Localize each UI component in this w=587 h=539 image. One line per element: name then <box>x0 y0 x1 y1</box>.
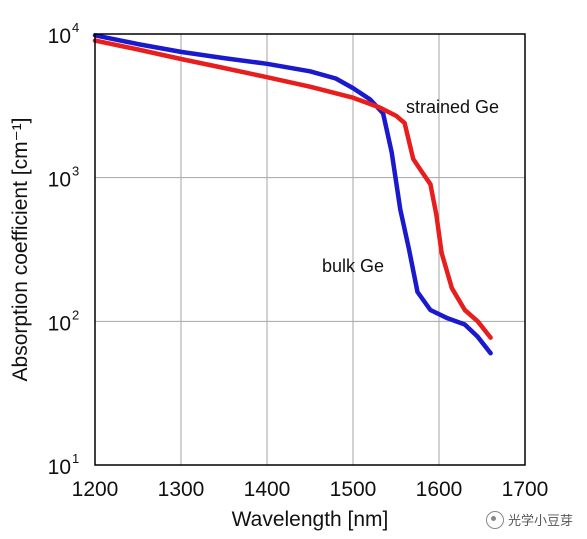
x-tick-label: 1300 <box>158 478 205 501</box>
y-tick-exponent: 1 <box>72 451 79 466</box>
y-tick-exponent: 4 <box>72 20 79 35</box>
y-tick-label: 10 <box>48 169 71 192</box>
series-label-bulk-ge: bulk Ge <box>322 256 384 276</box>
y-tick-label: 10 <box>48 25 71 48</box>
series-line-strained-ge <box>92 38 493 340</box>
x-tick-label: 1600 <box>416 478 463 501</box>
plot-frame <box>94 33 526 466</box>
x-axis-title: Wavelength [nm] <box>232 508 389 531</box>
y-tick-label: 10 <box>48 312 71 335</box>
watermark: 光学小豆芽 <box>485 510 573 529</box>
x-tick-label: 1700 <box>502 478 549 501</box>
x-tick-label: 1500 <box>330 478 377 501</box>
y-tick-label: 10 <box>48 456 71 479</box>
x-tick-labels: 1200 1300 1400 1500 1600 1700 <box>72 478 549 501</box>
grid <box>95 34 525 465</box>
y-tick-exponent: 2 <box>72 307 79 322</box>
watermark-text: 光学小豆芽 <box>507 514 573 529</box>
wechat-icon <box>485 510 504 529</box>
y-tick-exponent: 3 <box>72 164 79 179</box>
x-tick-label: 1200 <box>72 478 119 501</box>
series-line-bulk-ge <box>92 33 493 356</box>
y-axis-title: Absorption coefficient [cm⁻¹] <box>9 118 32 382</box>
series-label-strained-ge: strained Ge <box>406 97 499 117</box>
x-tick-label: 1400 <box>244 478 291 501</box>
series-group <box>92 33 493 356</box>
